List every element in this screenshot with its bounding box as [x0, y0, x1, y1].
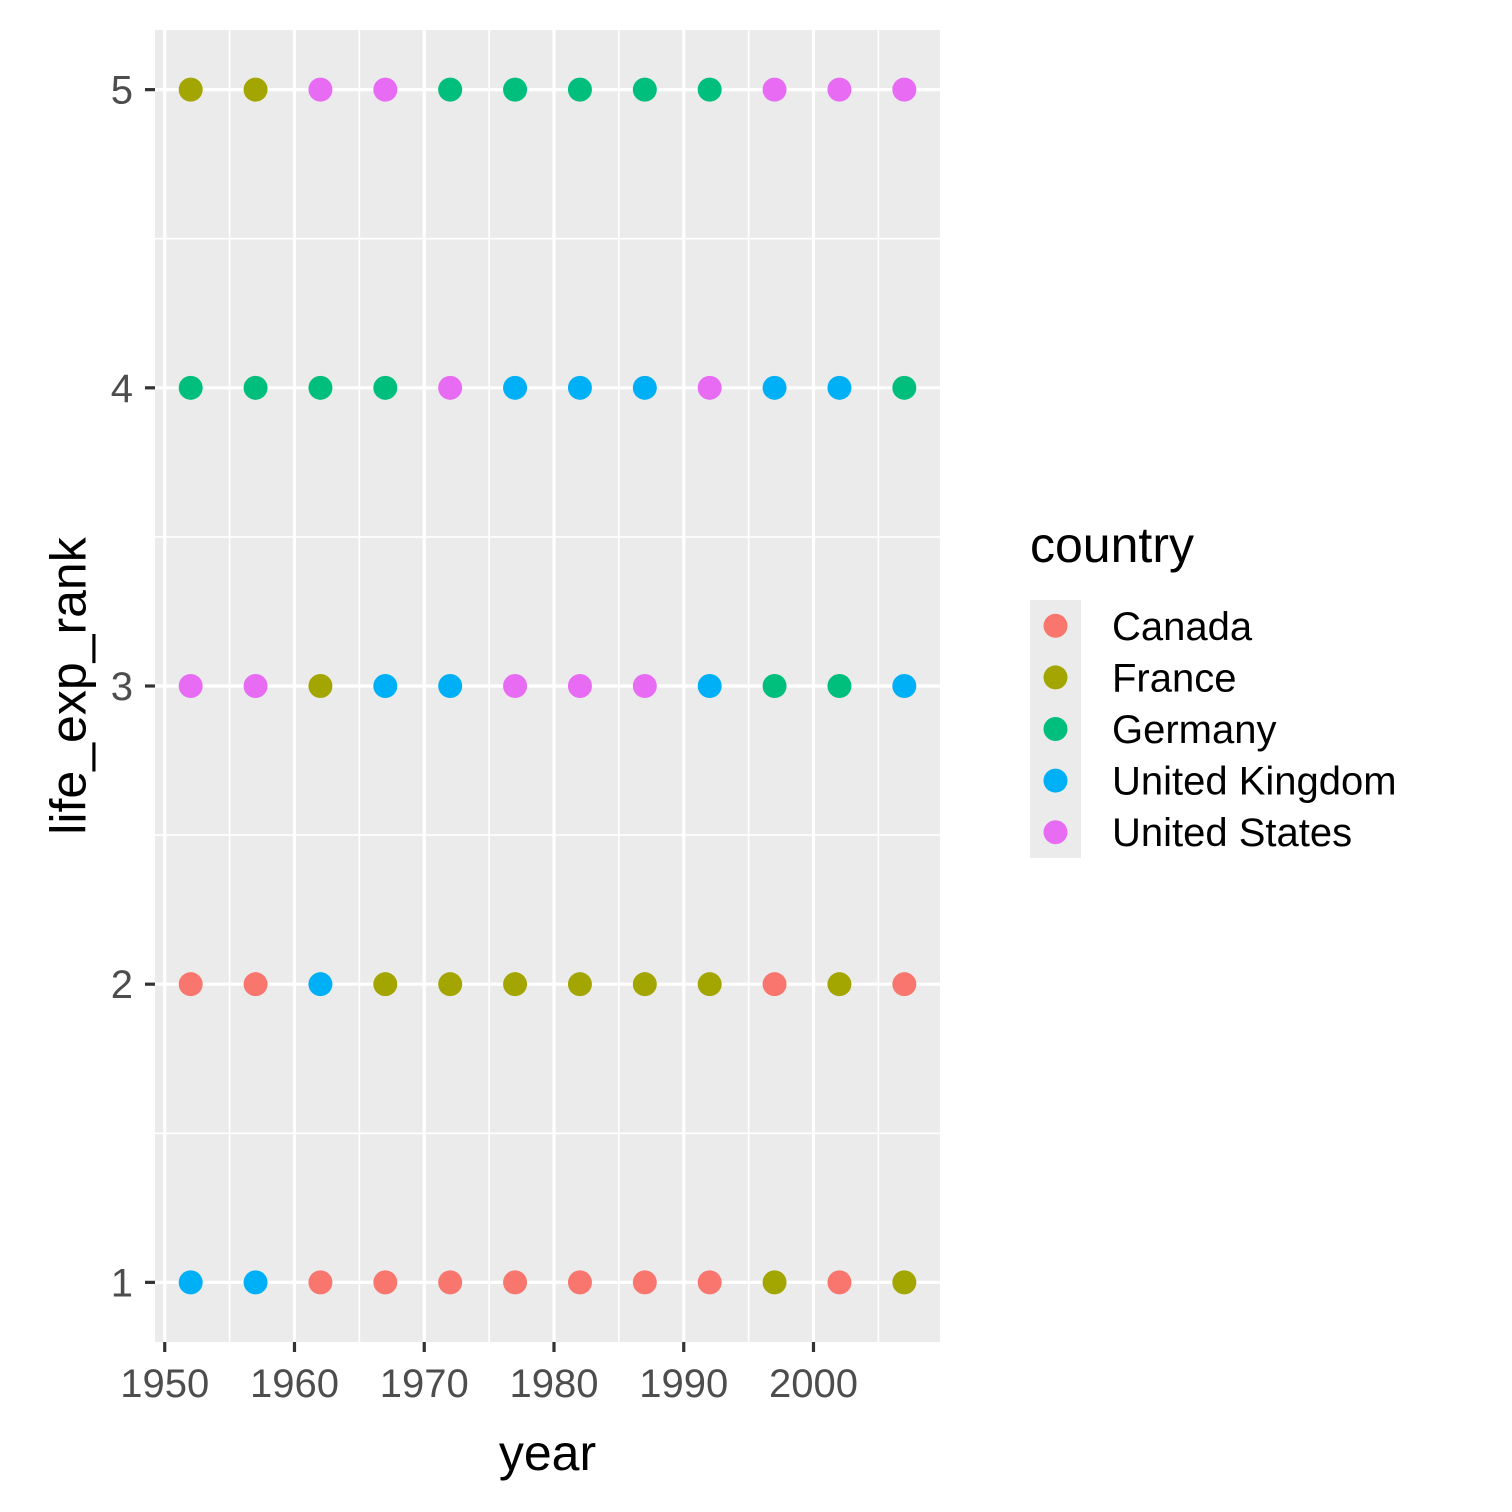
legend-key-canada: [1043, 613, 1068, 638]
point-canada: [373, 1270, 398, 1295]
point-united-kingdom: [762, 375, 787, 400]
point-united-kingdom: [503, 375, 528, 400]
point-germany: [373, 375, 398, 400]
point-united-states: [178, 674, 203, 698]
x-tick-label: 1980: [509, 1362, 598, 1406]
x-tick-label: 2000: [769, 1362, 858, 1406]
legend-label-france: France: [1112, 656, 1237, 700]
point-united-kingdom: [827, 375, 852, 400]
legend-key-united-states: [1043, 820, 1068, 845]
point-france: [827, 972, 852, 997]
point-germany: [438, 77, 463, 102]
y-tick-label: 5: [111, 69, 133, 113]
point-canada: [567, 1270, 592, 1295]
x-tick-label: 1950: [120, 1362, 209, 1406]
x-tick-label: 1960: [250, 1362, 339, 1406]
point-united-kingdom: [892, 674, 917, 698]
legend-key-france: [1043, 665, 1068, 690]
point-united-states: [632, 674, 657, 698]
y-axis: 1 2 3 4 5: [111, 69, 155, 1305]
point-france: [438, 972, 463, 997]
point-united-kingdom: [632, 375, 657, 400]
point-germany: [892, 375, 917, 400]
point-united-states: [567, 674, 592, 698]
point-france: [632, 972, 657, 997]
point-united-kingdom: [567, 375, 592, 400]
point-canada: [178, 972, 203, 997]
y-axis-title: life_exp_rank: [41, 536, 97, 834]
legend-label-united-kingdom: United Kingdom: [1112, 760, 1397, 804]
legend-key-united-kingdom: [1043, 768, 1068, 793]
point-germany: [567, 77, 592, 102]
x-tick-label: 1990: [639, 1362, 728, 1406]
point-france: [243, 77, 268, 102]
point-france: [178, 77, 203, 102]
data-points: [178, 77, 917, 1295]
point-france: [762, 1270, 787, 1295]
point-united-states: [892, 77, 917, 102]
point-germany: [178, 375, 203, 400]
y-tick-label: 1: [111, 1261, 133, 1305]
x-axis-title: year: [499, 1425, 596, 1481]
point-france: [892, 1270, 917, 1295]
point-canada: [762, 972, 787, 997]
point-france: [373, 972, 398, 997]
point-germany: [827, 674, 852, 698]
point-canada: [308, 1270, 333, 1295]
point-france: [567, 972, 592, 997]
y-tick-label: 2: [111, 963, 133, 1007]
point-united-states: [697, 375, 722, 400]
point-canada: [892, 972, 917, 997]
point-canada: [697, 1270, 722, 1295]
point-united-kingdom: [697, 674, 722, 698]
legend-label-united-states: United States: [1112, 811, 1352, 855]
point-canada: [632, 1270, 657, 1295]
point-germany: [503, 77, 528, 102]
point-germany: [632, 77, 657, 102]
y-tick-label: 3: [111, 665, 133, 709]
point-germany: [243, 375, 268, 400]
point-united-kingdom: [438, 674, 463, 698]
point-canada: [827, 1270, 852, 1295]
point-united-kingdom: [243, 1270, 268, 1295]
point-united-kingdom: [308, 972, 333, 997]
point-united-states: [438, 375, 463, 400]
legend-label-canada: Canada: [1112, 605, 1253, 649]
legend-key-germany: [1043, 717, 1068, 741]
point-canada: [243, 972, 268, 997]
point-canada: [503, 1270, 528, 1295]
point-canada: [438, 1270, 463, 1295]
legend-title: country: [1030, 517, 1194, 573]
point-germany: [308, 375, 333, 400]
x-tick-label: 1970: [380, 1362, 469, 1406]
legend: country Canada France Germany United Kingdo…: [1030, 517, 1397, 858]
legend-items: Canada France Germany United Kingdom United …: [1043, 605, 1397, 855]
major-gridlines: [155, 30, 940, 1342]
y-tick-label: 4: [111, 367, 133, 411]
point-germany: [762, 674, 787, 698]
point-united-states: [503, 674, 528, 698]
legend-label-germany: Germany: [1112, 708, 1277, 752]
point-france: [697, 972, 722, 997]
point-united-states: [243, 674, 268, 698]
point-united-kingdom: [178, 1270, 203, 1295]
point-france: [503, 972, 528, 997]
x-axis: 1950 1960 1970 1980 1990 2000: [120, 1342, 858, 1406]
point-united-states: [373, 77, 398, 102]
point-germany: [697, 77, 722, 102]
point-united-states: [762, 77, 787, 102]
point-france: [308, 674, 333, 698]
point-united-states: [308, 77, 333, 102]
point-united-kingdom: [373, 674, 398, 698]
point-united-states: [827, 77, 852, 102]
